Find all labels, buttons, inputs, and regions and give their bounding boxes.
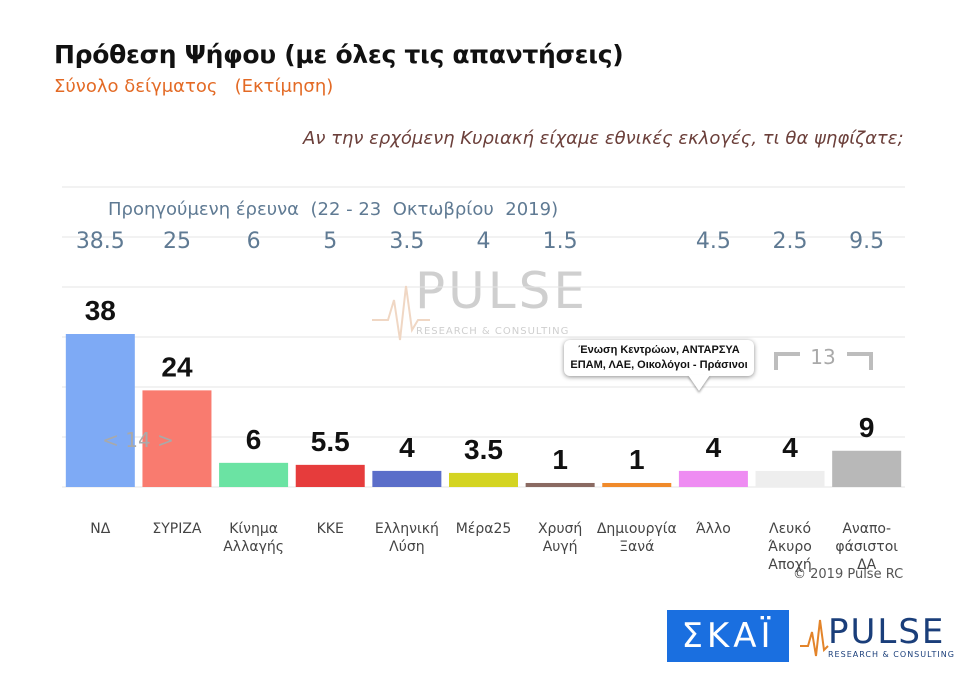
bracket-left-label: < 14 > (102, 428, 174, 452)
bracket-right-label: 13 (810, 345, 835, 369)
bar (602, 482, 672, 487)
previous-value-label: 9.5 (849, 229, 884, 254)
previous-value-label: 4.5 (696, 229, 731, 254)
bar (525, 482, 595, 487)
value-label: 1 (629, 444, 645, 475)
category-label: Λύση (389, 539, 424, 555)
bracket-right-left-arm (774, 352, 800, 370)
value-label: 24 (161, 351, 193, 382)
previous-value-label: 2.5 (773, 229, 808, 254)
category-label: Αλλαγής (223, 539, 284, 555)
value-label: 4 (782, 432, 798, 463)
previous-value-label: 25 (163, 229, 191, 254)
pulse-logo-icon (800, 619, 829, 657)
value-label: 5.5 (311, 426, 350, 457)
pulse-watermark: PULSE (415, 262, 588, 320)
pulse-watermark-subtitle: RESEARCH & CONSULTING (416, 326, 570, 337)
bracket-right-right-arm (847, 352, 873, 370)
category-label: Αποχή (768, 557, 812, 573)
bar (678, 470, 748, 487)
category-label: Κίνημα (229, 521, 278, 537)
category-label: Δημιουργία (597, 521, 677, 537)
other-parties-callout: Ένωση Κεντρώων, ΑΝΤΑΡΣΥΑ ΕΠΑΜ, ΛΑΕ, Οικο… (564, 340, 754, 376)
value-label: 38 (85, 295, 116, 326)
chart-subtitle: Σύνολο δείγματος (Εκτίμηση) (54, 76, 334, 97)
value-label: 3.5 (464, 434, 503, 465)
category-label: Χρυσή (538, 521, 582, 537)
category-label: φάσιστοι (835, 539, 898, 555)
value-label: 1 (552, 444, 568, 475)
value-labels: 38 24 6 5.5 4 3.5 1 1 4 4 9 (85, 295, 875, 475)
value-label: 9 (859, 412, 875, 443)
previous-survey-label: Προηγούμενη έρευνα (22 - 23 Οκτωβρίου 20… (108, 199, 559, 220)
previous-value-label: 3.5 (389, 229, 424, 254)
callout-line-2: ΕΠΑΜ, ΛΑΕ, Οικολόγοι - Πράσινοι (570, 359, 748, 371)
bar (832, 450, 902, 487)
bar (755, 470, 825, 487)
category-label: ΝΔ (90, 521, 110, 537)
previous-value-label: 4 (477, 229, 491, 254)
pulse-wave-icon (372, 285, 430, 341)
copyright: © 2019 Pulse RC (793, 567, 904, 582)
callout-pointer (688, 375, 710, 391)
bars (65, 334, 902, 487)
vote-intention-bar-chart: 38.5 25 6 5 3.5 4 1.5 4.5 2.5 9.5 38 24 6 5.5 4 3.5 1 1 4… (62, 186, 905, 573)
previous-value-label: 5 (323, 229, 337, 254)
previous-value-label: 6 (247, 229, 261, 254)
category-labels: ΝΔ ΣΥΡΙΖΑ Κίνημα Αλλαγής ΚΚΕ Ελληνική Λύση Μέρα… (90, 521, 898, 573)
category-label: Λευκό (769, 521, 811, 537)
category-label: Άκυρο (768, 539, 812, 555)
category-label: Μέρα25 (456, 521, 512, 537)
value-label: 4 (399, 432, 415, 463)
bar (142, 390, 212, 487)
survey-question: Αν την ερχόμενη Κυριακή είχαμε εθνικές ε… (303, 128, 904, 149)
value-label: 6 (246, 424, 262, 455)
callout-line-1: Ένωση Κεντρώων, ΑΝΤΑΡΣΥΑ (578, 344, 740, 356)
category-label: ΚΚΕ (317, 521, 344, 537)
previous-value-label: 1.5 (543, 229, 578, 254)
bar (372, 470, 442, 487)
category-label: Αυγή (543, 539, 578, 555)
chart-title: Πρόθεση Ψήφου (με όλες τις απαντήσεις) (54, 40, 624, 69)
category-label: Αναπο- (842, 521, 891, 537)
bar (65, 334, 135, 487)
bar (295, 464, 365, 487)
previous-values: 38.5 25 6 5 3.5 4 1.5 4.5 2.5 9.5 (76, 229, 884, 254)
category-label: Ελληνική (375, 521, 439, 537)
category-label: ΔΑ (857, 557, 877, 573)
bracket-annotations: < 14 > 13 (102, 345, 873, 452)
category-label: ΣΥΡΙΖΑ (152, 521, 202, 537)
value-label: 4 (706, 432, 722, 463)
pulse-logo: PULSE (828, 612, 946, 652)
previous-value-label: 38.5 (76, 229, 125, 254)
category-label: Άλλο (696, 521, 731, 537)
category-label: Ξανά (619, 539, 654, 555)
bar (219, 462, 289, 487)
skai-logo: ΣΚΑΪ (667, 610, 789, 662)
pulse-logo-subtitle: RESEARCH & CONSULTING (828, 650, 955, 659)
bar (449, 472, 518, 487)
